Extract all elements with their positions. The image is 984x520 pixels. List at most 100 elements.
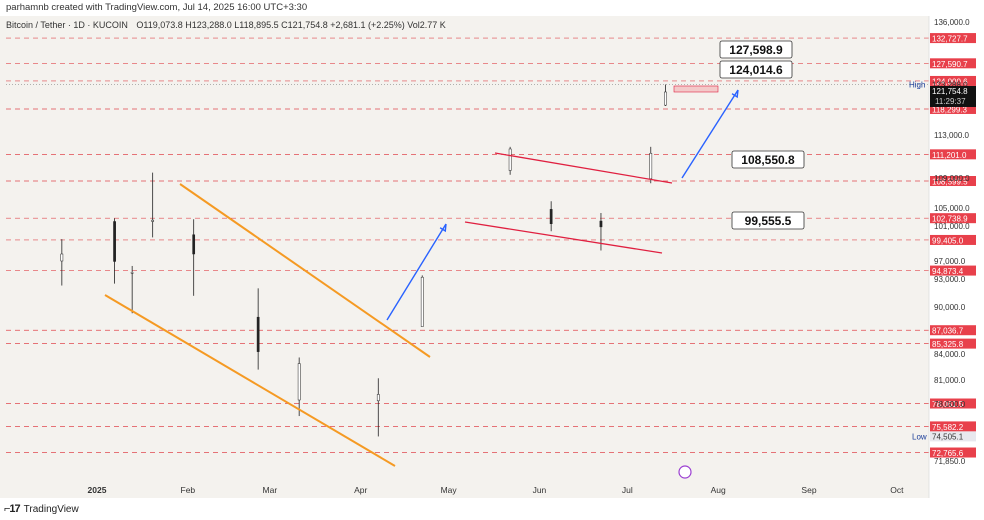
y-tick-label: 90,000.0 — [934, 303, 966, 312]
price-level-tag — [930, 447, 976, 458]
candle-body — [420, 276, 424, 327]
candle-body — [664, 91, 667, 106]
brand-name[interactable]: TradingView — [23, 503, 79, 515]
price-level-label: 111,201.0 — [932, 151, 967, 160]
candle-body — [649, 153, 653, 179]
price-level-tag — [930, 58, 976, 69]
target-callout-box — [719, 60, 793, 79]
x-tick-label: 2025 — [88, 485, 107, 495]
channel-upper-line — [179, 183, 431, 358]
candle-body — [113, 221, 116, 262]
x-tick-label: Sep — [801, 485, 816, 495]
y-tick-label: 113,000.0 — [934, 131, 970, 140]
price-level-tag — [930, 33, 976, 44]
target-callout-box — [731, 211, 805, 230]
x-tick-label: Mar — [263, 485, 278, 495]
candle-body — [599, 220, 603, 228]
price-level-label: 75,582.2 — [932, 423, 964, 432]
x-tick-label: Jun — [533, 485, 547, 495]
price-level-label: 132,727.7 — [932, 35, 968, 44]
price-level-tag — [930, 213, 976, 224]
candle-body — [297, 363, 301, 401]
low-value: 74,505.1 — [932, 432, 964, 441]
symbol-info: Bitcoin / Tether · 1D · KUCOIN O119,073.… — [6, 20, 446, 30]
target-callout-box — [731, 150, 805, 169]
x-tick-label: Feb — [181, 485, 196, 495]
countdown-label: 11:29:37 — [935, 97, 966, 106]
creator-line: parhamnb created with TradingView.com, J… — [6, 2, 308, 13]
current-price-tag — [930, 85, 976, 107]
y-tick-label: 109,000.0 — [934, 174, 970, 183]
y-tick-label: 71,850.0 — [934, 457, 966, 466]
price-level-label: 118,299.3 — [932, 105, 968, 114]
y-tick-label: 81,000.0 — [934, 376, 966, 385]
breakout-arrow-head — [439, 223, 447, 233]
price-level-label: 108,599.5 — [932, 178, 968, 187]
x-tick-label: Jul — [622, 485, 633, 495]
header: parhamnb created with TradingView.com, J… — [0, 0, 984, 16]
target-callout-box — [719, 40, 793, 59]
candle-body — [130, 272, 134, 274]
price-level-tag — [930, 265, 976, 276]
y-tick-label: 105,000.0 — [934, 204, 970, 213]
price-level-label: 127,590.7 — [932, 60, 968, 69]
y-tick-label: 78,000.0 — [934, 400, 966, 409]
price-level-label: 99,405.0 — [932, 236, 964, 245]
price-level-label: 102,738.9 — [932, 215, 968, 224]
candle-body — [376, 394, 380, 402]
price-level-tag — [930, 176, 976, 187]
symbol-name[interactable]: Bitcoin / Tether · 1D · KUCOIN — [6, 20, 128, 30]
candle-body — [192, 234, 196, 255]
price-level-tag — [930, 325, 976, 336]
target-callout-label: 99,555.5 — [745, 214, 792, 228]
y-tick-label: 93,000.0 — [934, 275, 966, 284]
target-callout-label: 108,550.8 — [741, 153, 795, 167]
x-tick-label: Apr — [354, 485, 367, 495]
price-level-tag — [930, 75, 976, 86]
footer: ⌐17 TradingView — [4, 503, 79, 515]
price-level-tag — [930, 234, 976, 245]
flag-lower-line — [464, 221, 663, 254]
price-level-tag — [930, 421, 976, 432]
current-price-label: 121,754.8 — [932, 87, 968, 96]
target-arrow-head — [731, 89, 739, 99]
x-tick-label: Oct — [890, 485, 904, 495]
price-level-label: 78,061.5 — [932, 400, 964, 409]
candle-body — [508, 148, 512, 171]
ohlc-values: O119,073.8 H123,288.0 L118,895.5 C121,75… — [136, 20, 446, 30]
price-level-tag — [930, 338, 976, 349]
price-level-label: 85,325.8 — [932, 340, 964, 349]
low-value-tag — [930, 431, 976, 442]
y-tick-label: 136,000.0 — [934, 18, 970, 27]
low-label: Low — [912, 432, 927, 441]
price-level-tag — [930, 103, 976, 114]
price-level-tag — [930, 398, 976, 409]
price-level-label: 94,873.4 — [932, 267, 964, 276]
event-icon[interactable] — [678, 465, 692, 479]
x-tick-label: May — [441, 485, 458, 495]
flag-upper-line — [494, 152, 673, 184]
channel-lower-line — [104, 294, 396, 467]
price-level-label: 124,000.6 — [932, 77, 968, 86]
candle-body — [151, 219, 155, 222]
x-tick-label: Aug — [711, 485, 726, 495]
target-callout-label: 127,598.9 — [729, 43, 783, 57]
price-level-label: 87,036.7 — [932, 327, 964, 336]
candle-body — [256, 316, 260, 352]
target-callout-label: 124,014.6 — [729, 63, 783, 77]
breakout-arrow — [386, 223, 447, 321]
candle-body — [549, 209, 553, 225]
price-level-label: 72,765.6 — [932, 449, 964, 458]
plot-background — [0, 16, 929, 498]
price-level-tag — [930, 149, 976, 160]
high-label: High — [909, 80, 925, 89]
y-tick-label: 97,000.0 — [934, 257, 966, 266]
high-value: 123,288.0 — [932, 80, 968, 89]
y-tick-label: 84,000.0 — [934, 350, 966, 359]
y-tick-label: 101,000.0 — [934, 222, 970, 231]
high-zone-box — [673, 85, 719, 93]
target-arrow — [681, 89, 739, 179]
candle-body — [60, 253, 64, 262]
